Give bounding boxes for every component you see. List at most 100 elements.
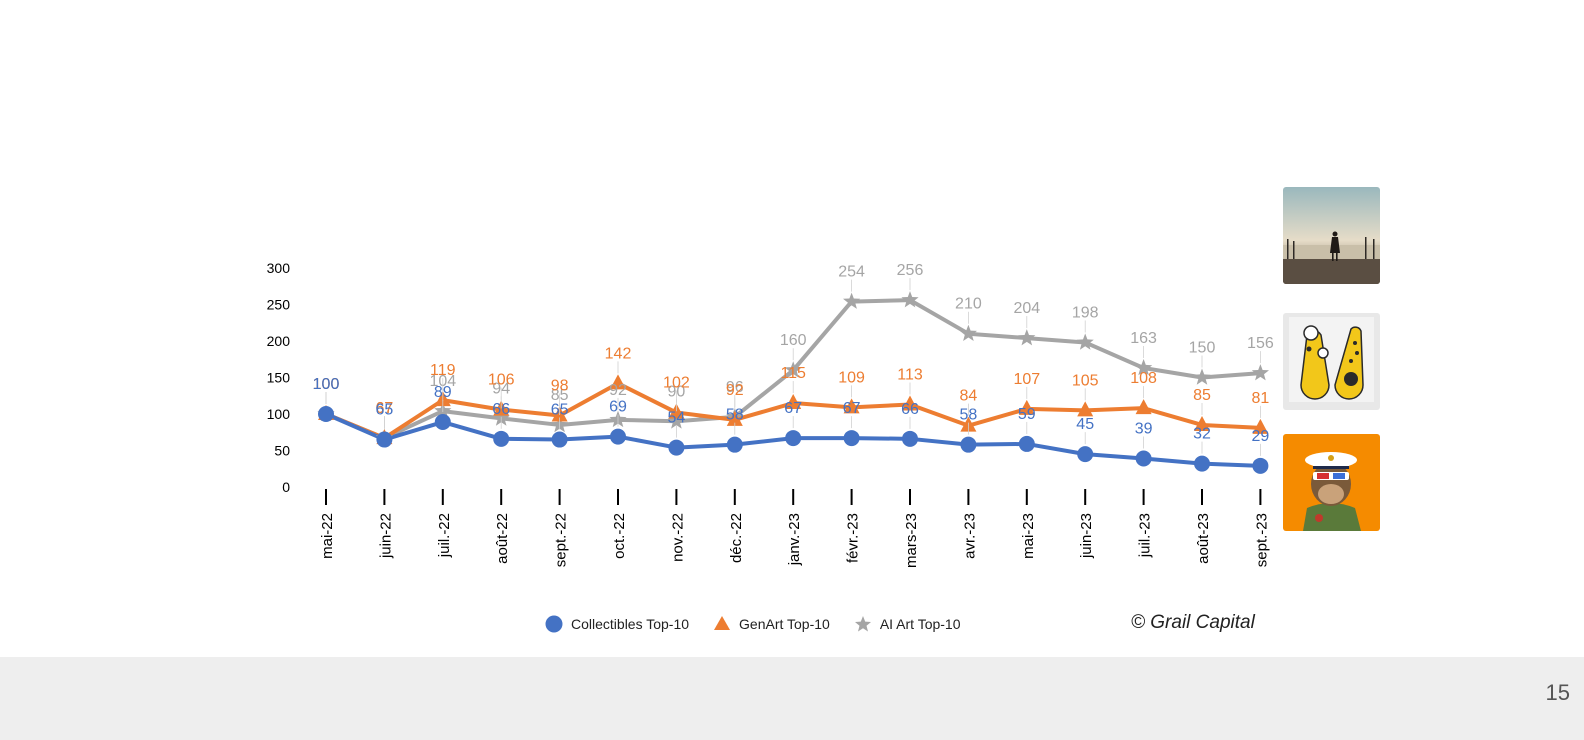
data-label: 113 [897,367,923,384]
data-point [1251,364,1269,381]
data-point [1076,333,1094,350]
data-point [318,406,334,422]
x-tick-label: mars-23 [903,513,920,568]
data-point [493,430,510,447]
circle-marker-icon [545,615,563,633]
y-tick-label: 300 [267,260,291,276]
data-point [902,395,918,411]
data-label: 32 [1193,426,1211,443]
data-point [902,430,918,447]
y-tick-label: 100 [267,406,291,422]
data-label: 59 [1018,406,1036,423]
triangle-marker-icon [714,616,731,630]
data-label: 89 [434,384,452,401]
data-point [784,361,802,378]
legend-item-ai-art: AI Art Top-10 [854,615,961,633]
data-point [726,436,743,453]
legend-label-ai-art: AI Art Top-10 [879,616,961,632]
data-label: 98 [551,377,569,394]
data-label: 67 [376,400,394,417]
data-point [785,430,802,447]
x-tick-label: mai-23 [1020,513,1037,559]
y-tick-label: 150 [267,370,291,386]
x-tick-label: sept.-23 [1253,513,1270,567]
data-label: 102 [663,375,690,392]
data-label: 108 [1130,370,1157,387]
x-tick-label: sept.-22 [553,513,570,567]
data-label: 58 [960,407,978,424]
data-label: 92 [609,382,627,399]
data-point [1194,455,1210,472]
x-tick-label: avr.-23 [961,513,978,559]
data-label: 67 [784,400,802,417]
yellow-dots-genart-icon [1283,313,1380,410]
data-label: 67 [376,400,394,417]
data-label: 109 [838,369,865,386]
x-tick-label: janv.-23 [786,513,803,566]
silhouette-beach-photo-icon [1283,187,1380,284]
data-label: 58 [726,407,744,424]
data-label: 39 [1135,421,1153,438]
line-chart: 0 50 100 150 200 250 300 mai-22 juin-22 juil.-22 a… [267,260,1274,568]
data-point [785,394,802,410]
data-point [1135,450,1152,467]
data-label: 96 [726,379,744,396]
data-label: 45 [1076,416,1094,433]
legend-item-collectibles: Collectibles Top-10 [545,615,689,633]
x-tick-label: août-22 [494,513,511,564]
data-label: 163 [1130,330,1157,347]
data-label: 107 [1013,371,1040,388]
data-point [1252,457,1269,474]
data-point [551,431,568,448]
data-point [376,431,393,448]
data-label: 29 [1252,428,1270,445]
data-label: 100 [313,376,340,393]
data-label: 84 [960,388,978,405]
data-point [1135,399,1152,415]
data-label: 106 [488,372,515,389]
data-point [901,291,919,308]
x-tick-label: févr.-23 [845,513,862,563]
page-number: 15 [1545,680,1570,705]
data-label: 54 [668,410,686,427]
data-point [843,398,860,414]
data-label: 65 [551,402,569,419]
data-label: 115 [780,365,806,382]
data-point [843,430,860,447]
x-tick-label: oct.-22 [611,513,628,559]
x-tick-label: nov.-22 [669,513,686,562]
y-tick-label: 0 [282,479,290,495]
legend-label-collectibles: Collectibles Top-10 [571,616,690,632]
y-tick-label: 200 [267,333,291,349]
data-point [610,428,626,445]
data-label: 204 [1013,300,1040,317]
data-point [434,414,451,431]
data-point [1252,418,1269,434]
data-point [610,374,626,390]
star-marker-icon [854,616,871,632]
data-label: 100 [313,376,340,393]
data-label: 160 [780,332,807,349]
data-point [1018,435,1035,452]
data-label: 256 [897,262,924,279]
y-tick-label: 250 [267,297,291,313]
x-tick-label: mai-22 [319,513,336,559]
data-label: 69 [609,399,627,416]
data-point [1194,415,1210,431]
x-tick-label: juil.-23 [1137,513,1154,558]
data-label: 85 [1193,387,1211,404]
data-label: 142 [605,345,632,362]
data-point [668,439,685,456]
y-tick-label: 50 [274,443,290,459]
data-point [1077,446,1094,463]
data-label: 150 [1189,340,1216,357]
data-point [843,292,861,309]
legend-label-genart: GenArt Top-10 [739,616,830,632]
ape-captain-nft-icon [1283,434,1380,531]
data-point [1018,399,1035,415]
slide-footer [0,657,1584,740]
data-point [667,412,685,429]
copyright-credit: © Grail Capital [1131,612,1255,633]
x-tick-label: août-23 [1195,513,1212,564]
data-point [726,410,743,426]
